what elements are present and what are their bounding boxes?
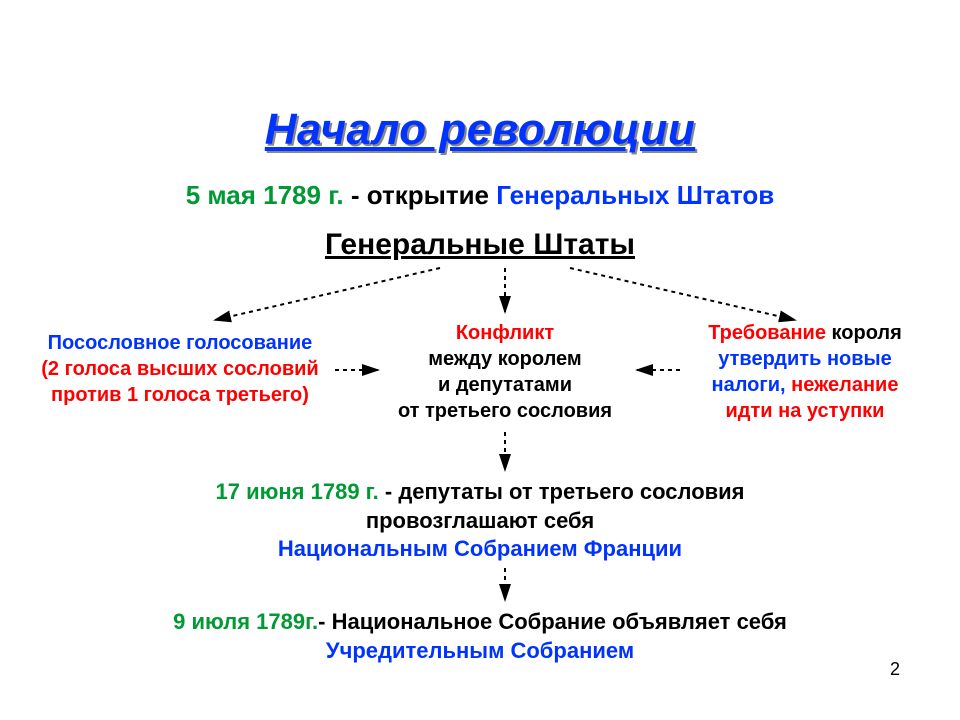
arrow-heading-to-right — [570, 268, 795, 320]
arrows-layer — [0, 0, 960, 720]
arrow-heading-to-left — [215, 268, 440, 320]
slide: Начало революции 5 мая 1789 г. - открыти… — [0, 0, 960, 720]
